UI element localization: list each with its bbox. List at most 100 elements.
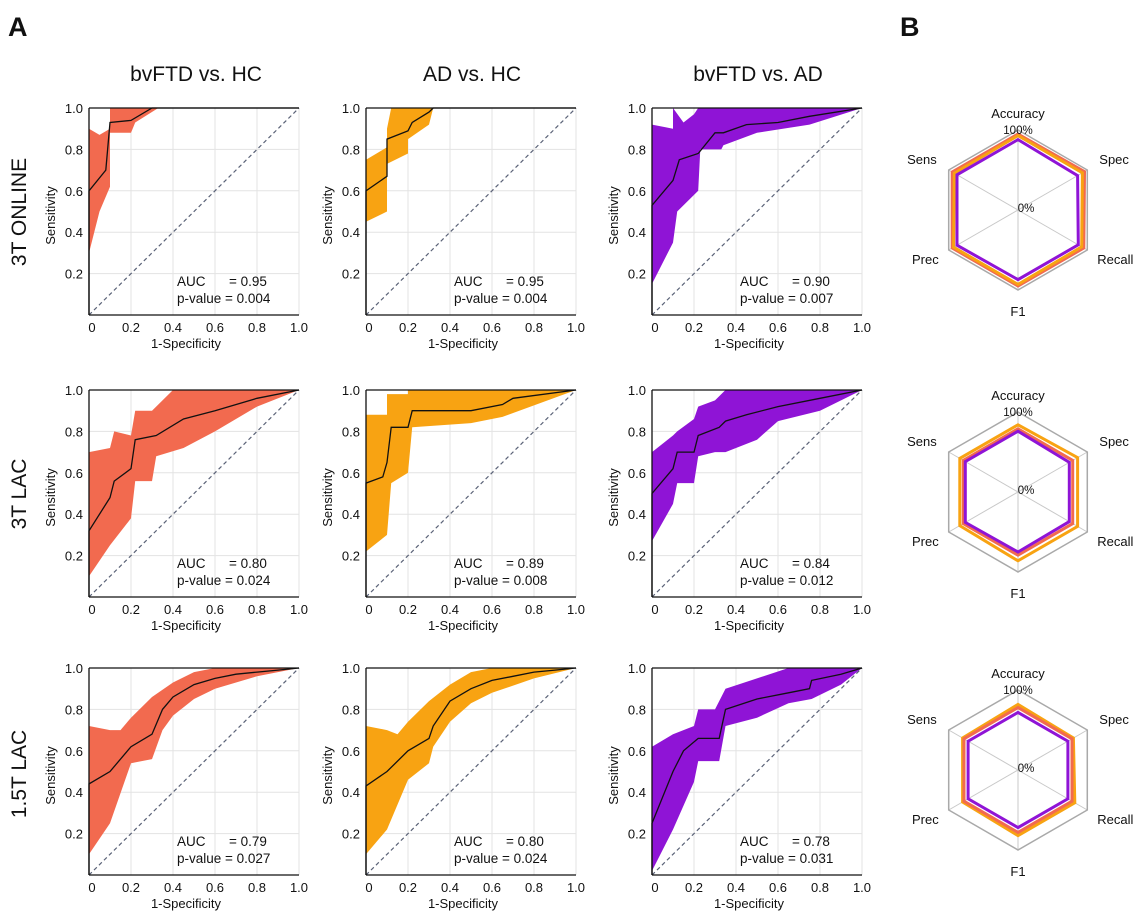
roc-curve — [651, 389, 863, 597]
x-tick-label: 0.4 — [164, 880, 182, 895]
auc-value: = 0.80 — [506, 834, 544, 849]
y-axis-title: Sensitivity — [43, 746, 58, 805]
x-tick-label: 1.0 — [290, 880, 308, 895]
chance-diagonal — [651, 667, 863, 876]
x-axis-title: 1-Specificity — [151, 896, 222, 911]
radar-spoke — [1017, 209, 1088, 251]
y-tick-label: 0.8 — [342, 142, 360, 157]
x-tick-label: 1.0 — [567, 320, 585, 335]
auc-label: AUC — [177, 556, 206, 571]
y-tick-label: 0.4 — [65, 225, 83, 240]
chance-diagonal — [651, 389, 863, 598]
x-axis-title: 1-Specificity — [714, 618, 785, 633]
radar-axis-label: F1 — [1010, 586, 1025, 601]
radar-spoke — [1017, 729, 1088, 771]
radar-chart-0: Accuracy Spec Recall F1 Prec Sens 100% 0% — [907, 106, 1133, 319]
x-tick-label: 0.2 — [685, 880, 703, 895]
y-tick-label: 0.2 — [342, 267, 360, 282]
y-tick-label: 0.6 — [342, 744, 360, 759]
roc-panels: 0 0.2 0.4 0.6 0.8 1.0 0.2 0.4 0.6 0.8 1.0 1-Specifi… — [43, 101, 871, 911]
column-title-bvftd-ad: bvFTD vs. AD — [693, 63, 823, 86]
auc-value: = 0.95 — [506, 274, 544, 289]
y-tick-label: 0.8 — [342, 702, 360, 717]
y-tick-label: 1.0 — [628, 101, 646, 116]
p-value-label: p-value = 0.004 — [454, 291, 548, 306]
radar-min-label: 0% — [1018, 485, 1035, 497]
auc-label: AUC — [740, 834, 769, 849]
x-tick-label: 0.2 — [399, 320, 417, 335]
y-tick-label: 0.4 — [342, 507, 360, 522]
radar-axis-label: Prec — [912, 252, 939, 267]
x-tick-label: 0 — [365, 320, 372, 335]
radar-axis-label: Spec — [1099, 712, 1129, 727]
roc-panel-0: 0 0.2 0.4 0.6 0.8 1.0 0.2 0.4 0.6 0.8 1.0 1-Specifi… — [43, 101, 308, 351]
x-tick-label: 0 — [365, 880, 372, 895]
x-tick-label: 0.6 — [206, 602, 224, 617]
y-tick-label: 0.2 — [65, 827, 83, 842]
roc-panel-7: 0 0.2 0.4 0.6 0.8 1.0 0.2 0.4 0.6 0.8 1.0 1-Specifi… — [320, 661, 585, 911]
x-tick-label: 0.4 — [441, 320, 459, 335]
y-axis-title: Sensitivity — [320, 468, 335, 527]
chance-diagonal — [651, 107, 863, 316]
y-axis-title: Sensitivity — [606, 746, 621, 805]
x-tick-label: 0.8 — [525, 602, 543, 617]
x-tick-label: 0.6 — [483, 880, 501, 895]
radar-axis-label: Spec — [1099, 434, 1129, 449]
radar-max-label: 100% — [1003, 125, 1032, 137]
y-tick-label: 0.2 — [342, 549, 360, 564]
radar-axis-label: Accuracy — [991, 666, 1045, 681]
roc-panel-5: 0 0.2 0.4 0.6 0.8 1.0 0.2 0.4 0.6 0.8 1.0 1-Specifi… — [606, 383, 871, 633]
auc-value: = 0.80 — [229, 556, 267, 571]
x-tick-label: 0.2 — [122, 602, 140, 617]
p-value-label: p-value = 0.031 — [740, 851, 833, 866]
radar-spoke — [948, 169, 1019, 211]
x-tick-label: 0.6 — [206, 320, 224, 335]
y-axis-title: Sensitivity — [606, 468, 621, 527]
x-axis-title: 1-Specificity — [428, 896, 499, 911]
radar-spoke — [948, 209, 1019, 251]
y-tick-label: 0.4 — [65, 507, 83, 522]
y-tick-label: 0.8 — [628, 142, 646, 157]
column-title-ad-hc: AD vs. HC — [423, 63, 521, 86]
x-tick-label: 0 — [88, 880, 95, 895]
radar-series-bvftd_ad — [955, 137, 1080, 282]
radar-chart-2: Accuracy Spec Recall F1 Prec Sens 100% 0% — [907, 666, 1133, 879]
x-tick-label: 1.0 — [853, 320, 871, 335]
y-tick-label: 0.2 — [628, 827, 646, 842]
x-tick-label: 0.4 — [164, 320, 182, 335]
roc-curve — [651, 667, 863, 875]
x-tick-label: 0.8 — [248, 880, 266, 895]
x-tick-label: 0 — [88, 602, 95, 617]
radar-chart-1: Accuracy Spec Recall F1 Prec Sens 100% 0% — [907, 388, 1133, 601]
y-tick-label: 0.4 — [628, 225, 646, 240]
x-tick-label: 1.0 — [853, 602, 871, 617]
x-tick-label: 0.6 — [206, 880, 224, 895]
y-tick-label: 0.6 — [628, 744, 646, 759]
radar-spoke — [948, 729, 1019, 771]
y-tick-label: 1.0 — [65, 101, 83, 116]
radar-spoke — [1017, 169, 1088, 211]
y-tick-label: 0.6 — [65, 466, 83, 481]
x-tick-label: 0 — [365, 602, 372, 617]
y-tick-label: 0.8 — [65, 702, 83, 717]
radar-spoke — [948, 769, 1019, 811]
y-tick-label: 0.6 — [65, 744, 83, 759]
auc-label: AUC — [177, 274, 206, 289]
y-tick-label: 0.4 — [628, 785, 646, 800]
p-value-label: p-value = 0.027 — [177, 851, 270, 866]
x-tick-label: 0.2 — [685, 320, 703, 335]
x-tick-label: 0.2 — [685, 602, 703, 617]
y-tick-label: 0.8 — [342, 424, 360, 439]
y-tick-label: 1.0 — [342, 661, 360, 676]
roc-panel-1: 0 0.2 0.4 0.6 0.8 1.0 0.2 0.4 0.6 0.8 1.0 1-Specifi… — [320, 101, 585, 351]
roc-curve — [365, 389, 577, 597]
y-tick-label: 1.0 — [342, 383, 360, 398]
roc-curve — [88, 667, 300, 875]
x-tick-label: 0 — [651, 880, 658, 895]
x-axis-title: 1-Specificity — [151, 336, 222, 351]
radar-axis-label: Sens — [907, 434, 937, 449]
p-value-label: p-value = 0.004 — [177, 291, 271, 306]
roc-panel-8: 0 0.2 0.4 0.6 0.8 1.0 0.2 0.4 0.6 0.8 1.0 1-Specifi… — [606, 661, 871, 911]
radar-outer-ring — [947, 411, 1089, 573]
y-tick-label: 0.8 — [628, 702, 646, 717]
